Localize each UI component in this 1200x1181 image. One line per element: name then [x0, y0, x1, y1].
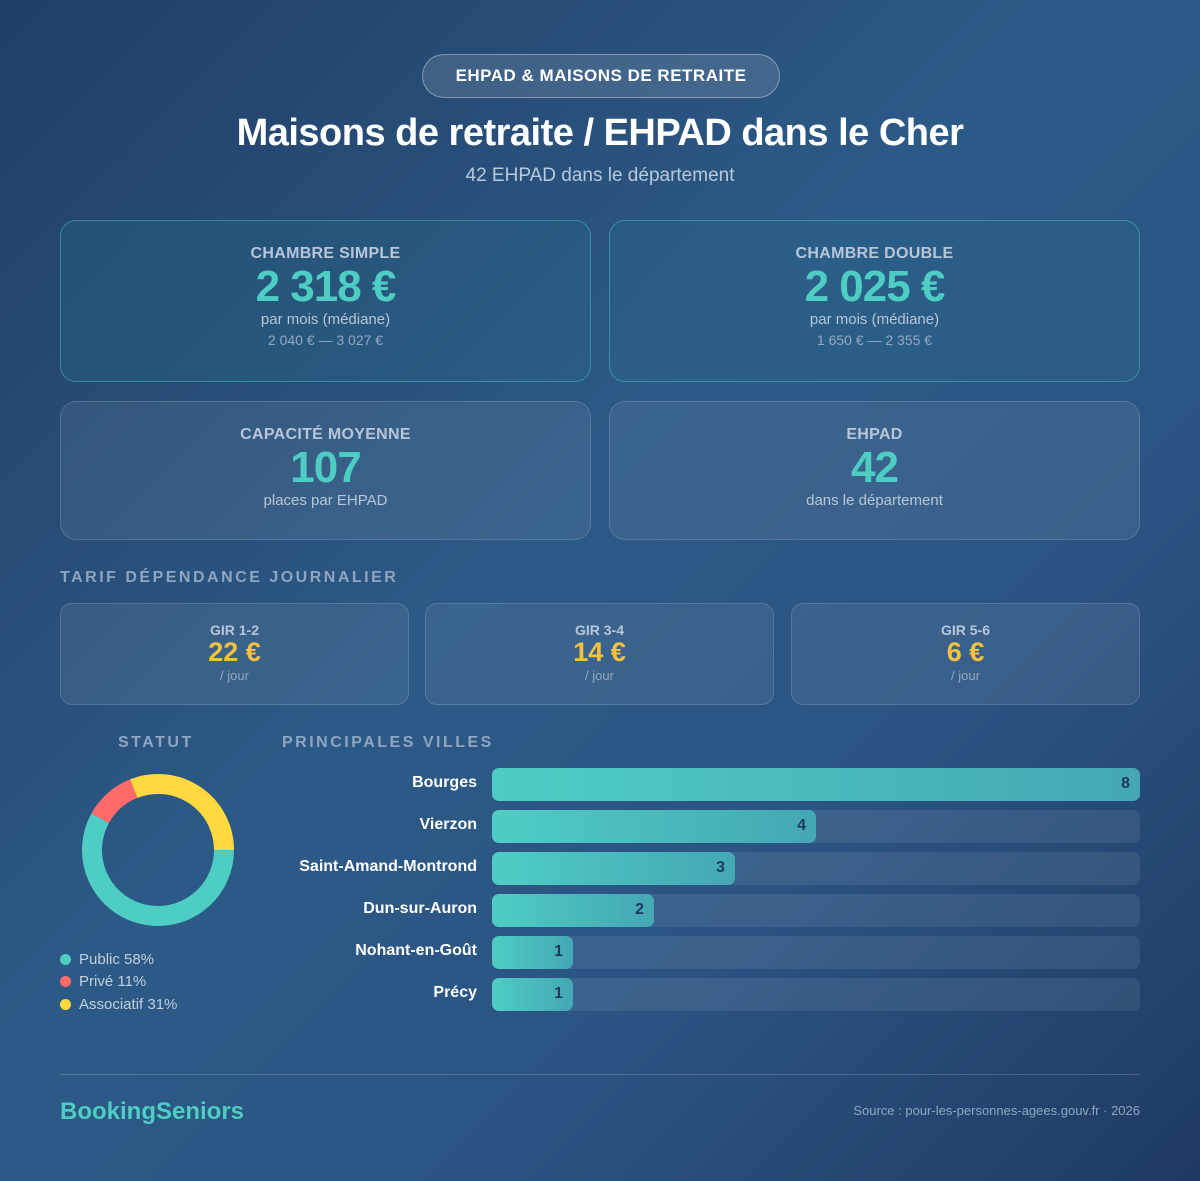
bar-track: 1 — [492, 936, 1140, 969]
card-chambre-simple: CHAMBRE SIMPLE 2 318 € par mois (médiane… — [60, 220, 591, 382]
gir-unit: / jour — [585, 667, 614, 683]
statut-title: STATUT — [118, 734, 194, 751]
gir-unit: / jour — [951, 667, 980, 683]
card-value: 2 025 € — [804, 262, 946, 311]
statut-legend: Public 58% Privé 11% Associatif 31% — [60, 948, 177, 1016]
bar: 4 — [492, 810, 816, 843]
legend-dot — [60, 953, 71, 965]
bar: 3 — [492, 852, 735, 885]
gir-value: 22 € — [208, 637, 261, 667]
bar-value: 2 — [635, 901, 644, 918]
bar-label: Vierzon — [419, 816, 478, 833]
legend-label: Associatif 31% — [79, 995, 178, 1013]
brand-logo: BookingSeniors — [60, 1098, 245, 1125]
footer-divider — [60, 1074, 1140, 1075]
legend-item: Privé 11% — [60, 971, 177, 994]
legend-item: Associatif 31% — [60, 993, 177, 1016]
bar-label: Précy — [433, 984, 477, 1001]
bar-row: Dun-sur-Auron 2 — [280, 894, 1140, 927]
gir-card-1-2: GIR 1-2 22 € / jour — [60, 603, 409, 705]
bar-label: Dun-sur-Auron — [363, 900, 477, 917]
card-sub: par mois (médiane) — [260, 311, 391, 329]
bar-value: 8 — [1121, 775, 1130, 792]
bar-row: Bourges 8 — [280, 768, 1140, 801]
bar-value: 4 — [797, 817, 806, 834]
card-label: EHPAD — [846, 426, 903, 443]
source-text: Source : pour-les-personnes-agees.gouv.f… — [853, 1103, 1140, 1118]
gir-card-5-6: GIR 5-6 6 € / jour — [791, 603, 1140, 705]
page-title: Maisons de retraite / EHPAD dans le Cher — [236, 112, 964, 154]
legend-dot — [60, 976, 71, 988]
bar-row: Saint-Amand-Montrond 3 — [280, 852, 1140, 885]
gir-label: GIR 1-2 — [209, 622, 259, 638]
card-value: 42 — [851, 443, 899, 492]
gir-label: GIR 5-6 — [940, 622, 990, 638]
gir-label: GIR 3-4 — [574, 622, 624, 638]
card-range: 1 650 € — 2 355 € — [816, 332, 933, 349]
page-subtitle: 42 EHPAD dans le département — [465, 165, 735, 186]
bar-label: Nohant-en-Goût — [355, 942, 477, 959]
card-sub: dans le département — [806, 492, 943, 510]
donut-slice-privé — [91, 779, 138, 824]
gir-value: 14 € — [573, 637, 626, 667]
card-sub: places par EHPAD — [263, 492, 388, 510]
legend-item: Public 58% — [60, 948, 177, 971]
header-badge: EHPAD & MAISONS DE RETRAITE — [422, 54, 780, 98]
gir-unit: / jour — [220, 667, 249, 683]
card-label: CAPACITÉ MOYENNE — [240, 426, 411, 443]
bar-track: 8 — [492, 768, 1140, 801]
bar-track: 2 — [492, 894, 1140, 927]
card-range: 2 040 € — 3 027 € — [267, 332, 384, 349]
gir-card-3-4: GIR 3-4 14 € / jour — [425, 603, 774, 705]
legend-dot — [60, 998, 71, 1010]
bar: 8 — [492, 768, 1140, 801]
card-label: CHAMBRE SIMPLE — [250, 245, 401, 262]
bar-row: Vierzon 4 — [280, 810, 1140, 843]
bar-label: Saint-Amand-Montrond — [299, 858, 477, 875]
bar: 1 — [492, 936, 573, 969]
bar-label: Bourges — [412, 774, 477, 791]
bar-row: Précy 1 — [280, 978, 1140, 1011]
gir-section-title: TARIF DÉPENDANCE JOURNALIER — [60, 569, 399, 586]
bar-value: 1 — [554, 985, 563, 1002]
legend-label: Privé 11% — [79, 973, 147, 991]
donut-slice-associatif — [130, 774, 234, 851]
gir-value: 6 € — [946, 637, 985, 667]
bar-track: 1 — [492, 978, 1140, 1011]
bar-track: 3 — [492, 852, 1140, 885]
card-capacite: CAPACITÉ MOYENNE 107 places par EHPAD — [60, 401, 591, 540]
card-ehpad: EHPAD 42 dans le département — [609, 401, 1140, 540]
statut-donut-chart — [82, 774, 234, 926]
bar: 2 — [492, 894, 654, 927]
card-chambre-double: CHAMBRE DOUBLE 2 025 € par mois (médiane… — [609, 220, 1140, 382]
card-label: CHAMBRE DOUBLE — [795, 245, 954, 262]
bar-track: 4 — [492, 810, 1140, 843]
card-value: 2 318 € — [255, 262, 397, 311]
card-sub: par mois (médiane) — [809, 311, 940, 329]
card-value: 107 — [290, 443, 361, 492]
bar: 1 — [492, 978, 573, 1011]
villes-title: PRINCIPALES VILLES — [282, 734, 494, 751]
bar-row: Nohant-en-Goût 1 — [280, 936, 1140, 969]
bar-value: 1 — [554, 943, 563, 960]
bar-value: 3 — [716, 859, 725, 876]
legend-label: Public 58% — [79, 950, 155, 968]
donut-slice-public — [82, 813, 234, 926]
